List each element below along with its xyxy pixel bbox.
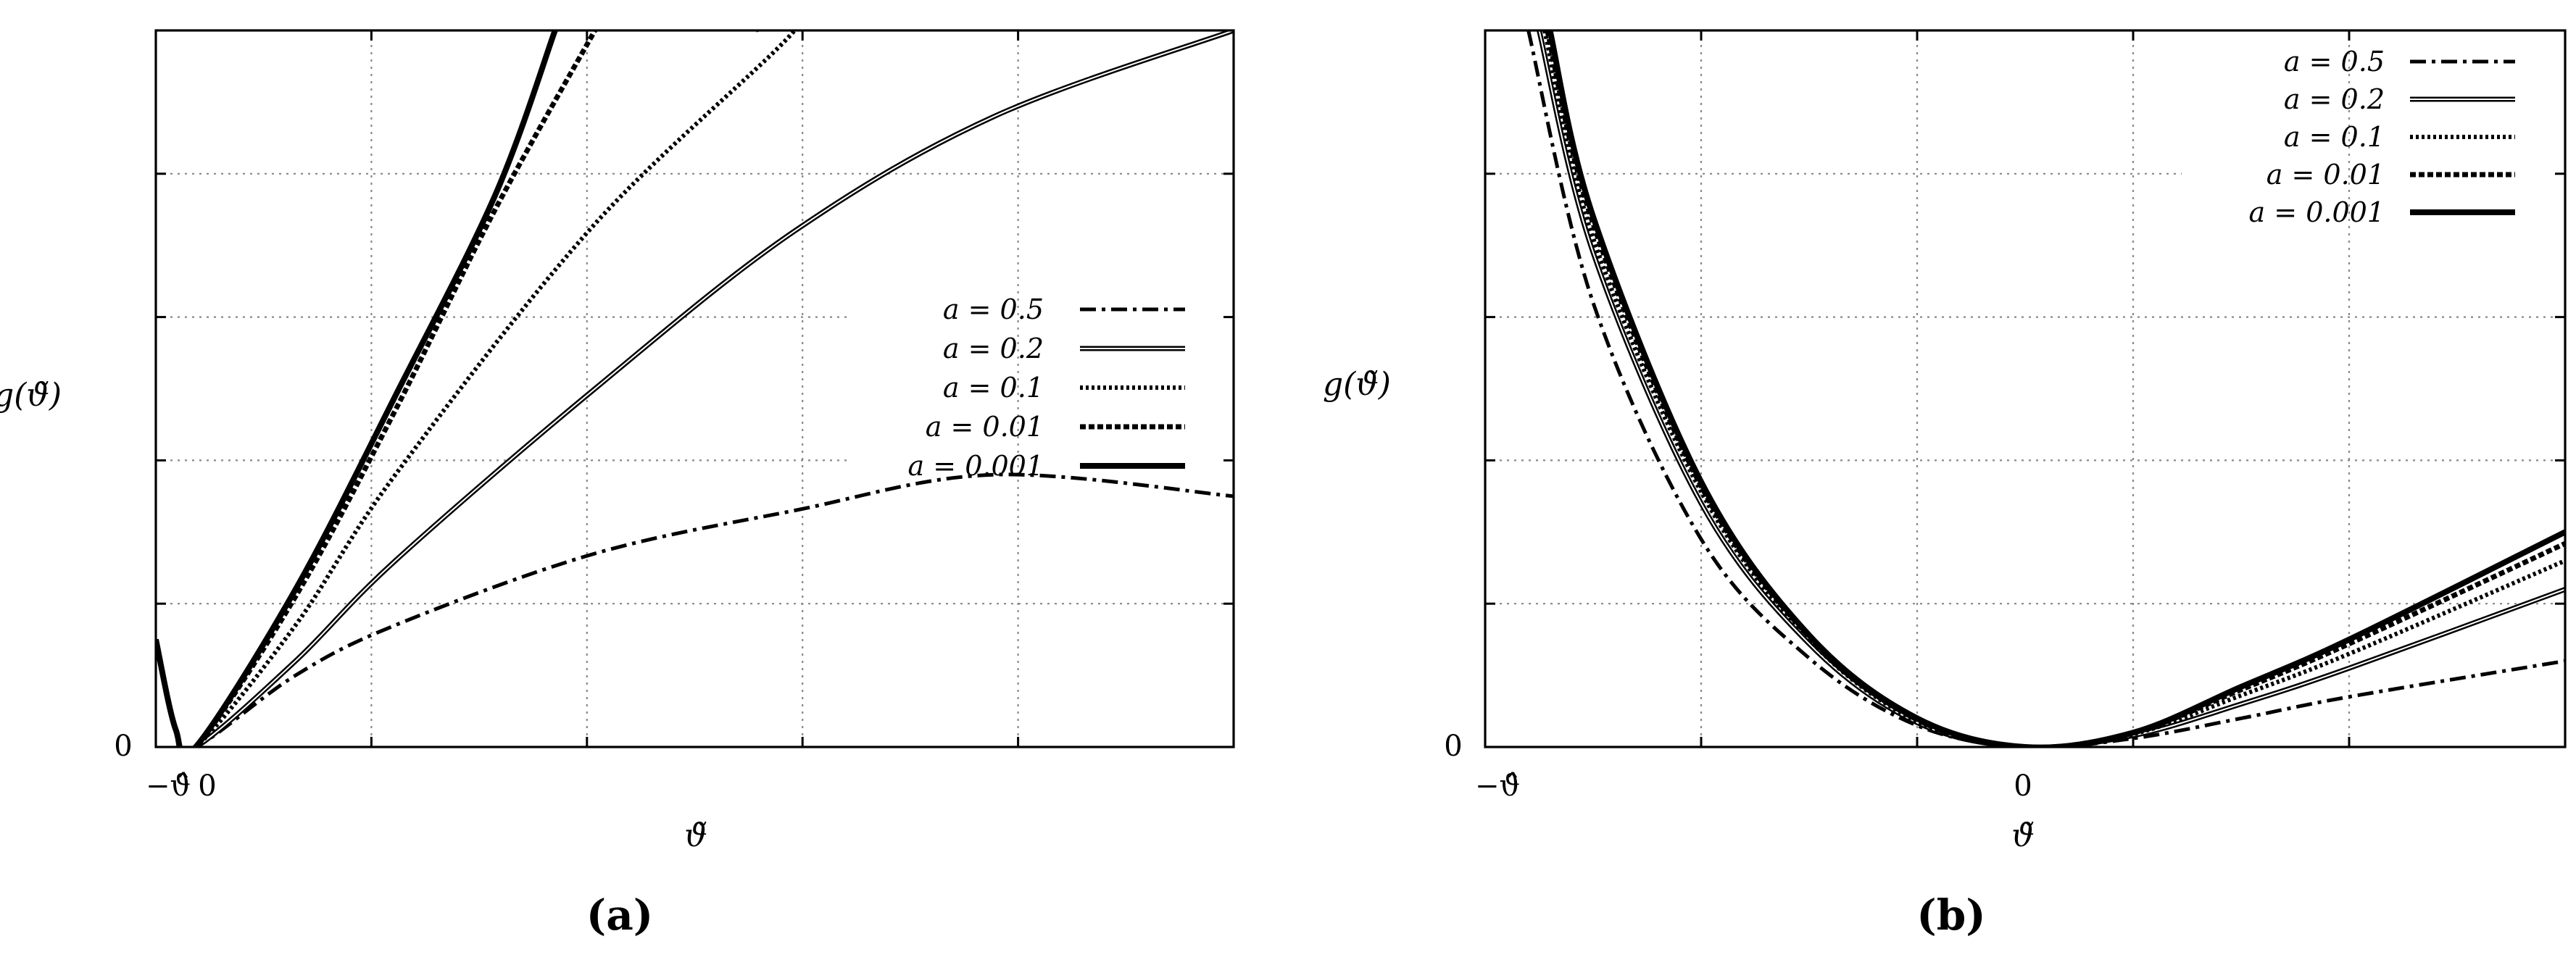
legend-b: a = 0.5 a = 0.2 a = 0.1 a = 0.01 a = 0.001 (2249, 46, 2515, 228)
series-line-3 (156, 30, 597, 747)
chart-panel-b: a = 0.5 a = 0.2 a = 0.1 a = 0.01 a = 0.001 g… (1323, 29, 2567, 940)
legend-label: a = 0.5 (943, 293, 1044, 325)
legend-label: a = 0.2 (943, 333, 1044, 364)
y-axis-label-a: g(ϑ̃) (0, 377, 62, 414)
grid-b (1485, 30, 2565, 747)
series-line-1 (156, 30, 1234, 747)
legend-label: a = 0.1 (2284, 121, 2385, 153)
series-line-2 (156, 30, 797, 747)
series-line-0 (156, 472, 1234, 747)
legend-label: a = 0.01 (926, 411, 1044, 443)
legend-label: a = 0.1 (943, 372, 1044, 404)
x-axis-label-b: ϑ̃ (2011, 817, 2034, 854)
tick-marks-a (156, 30, 1234, 747)
legend-label: a = 0.001 (908, 450, 1044, 482)
chart-panel-a: a = 0.5 a = 0.2 a = 0.1 a = 0.01 a = 0.001 g… (0, 29, 1235, 940)
series-group-b (1526, 30, 2565, 747)
x-tick-label-neg-theta-b: −ϑ̂ (1475, 769, 1520, 803)
series-line-4 (156, 30, 558, 747)
x-tick-label-neg-theta-a: −ϑ̂ (146, 769, 191, 803)
series-line-4 (1547, 30, 2565, 747)
y-tick-label-zero-a: 0 (114, 730, 132, 763)
series-line-1 (156, 30, 1234, 747)
plot-frame-a (154, 29, 1235, 748)
legend-label: a = 0.001 (2249, 196, 2385, 228)
x-tick-label-zero-a: 0 (198, 769, 216, 803)
series-line-0 (1526, 30, 2565, 747)
legend-a: a = 0.5 a = 0.2 a = 0.1 a = 0.01 a = 0.001 (908, 293, 1185, 482)
x-axis-label-a: ϑ̃ (684, 817, 707, 854)
tick-marks-b (1485, 30, 2565, 747)
y-axis-label-b: g(ϑ̃) (1323, 366, 1391, 403)
panel-label-b: (b) (1916, 890, 1985, 940)
panel-label-a: (a) (586, 890, 653, 940)
legend-label: a = 0.5 (2284, 46, 2385, 78)
plot-frame-b (1484, 29, 2567, 748)
x-tick-label-zero-b: 0 (2014, 769, 2032, 803)
series-group-a (156, 30, 1234, 747)
legend-label: a = 0.01 (2267, 159, 2385, 191)
legend-label: a = 0.2 (2284, 83, 2385, 115)
y-tick-label-zero-b: 0 (1444, 730, 1462, 763)
grid-a (156, 30, 1234, 747)
